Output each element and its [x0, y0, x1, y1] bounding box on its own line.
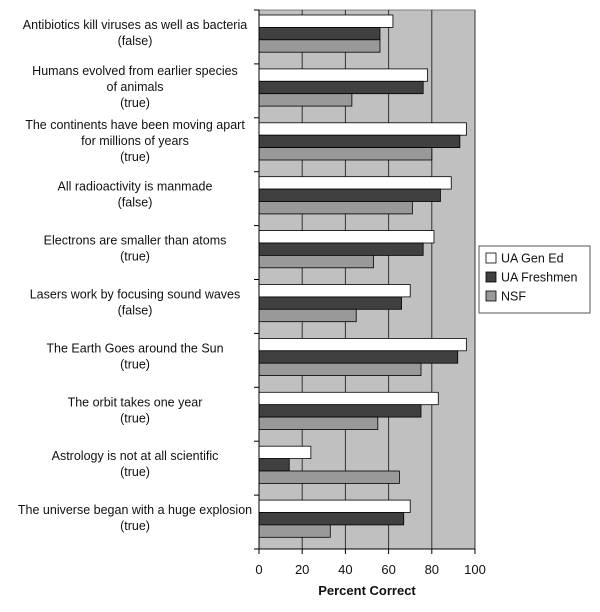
bar-5-2 [258, 308, 357, 323]
x-tick-label-4: 80 [425, 562, 439, 577]
bar-8-1 [258, 458, 290, 472]
bar-7-0 [258, 391, 439, 406]
category-label-0-1: (false) [118, 34, 153, 48]
category-label-1-1: of animals [107, 80, 164, 94]
category-label-1-2: (true) [120, 96, 150, 110]
bar-7-1 [258, 404, 422, 418]
legend-box [478, 245, 591, 314]
category-label-4-0: Electrons are smaller than atoms [44, 234, 227, 248]
bar-6-0 [258, 337, 467, 352]
bar-3-0 [258, 176, 452, 190]
bar-0-0 [258, 14, 394, 28]
x-tick-label-0: 0 [255, 562, 262, 577]
bar-4-0 [258, 230, 435, 244]
bar-8-0 [258, 445, 312, 460]
bar-5-0 [258, 284, 411, 298]
legend-label-1: UA Freshmen [501, 271, 577, 285]
bar-2-2 [258, 147, 433, 161]
category-label-2-0: The continents have been moving apart [25, 118, 245, 132]
category-label-5-0: Lasers work by focusing sound waves [30, 287, 241, 301]
bars [258, 14, 467, 538]
category-label-9-1: (true) [120, 519, 150, 533]
x-tick-label-3: 60 [381, 562, 395, 577]
x-axis-title: Percent Correct [318, 583, 416, 598]
legend-swatch-2 [485, 290, 497, 302]
bar-0-1 [258, 26, 381, 41]
category-label-6-0: The Earth Goes around the Sun [46, 341, 223, 355]
bar-1-1 [258, 80, 424, 95]
category-label-6-1: (true) [120, 357, 150, 371]
bar-0-2 [258, 39, 381, 53]
bar-5-1 [258, 296, 402, 310]
x-tick-label-2: 40 [338, 562, 352, 577]
bar-9-1 [258, 512, 405, 526]
legend: UA Gen Ed UA Freshmen NSF [478, 245, 591, 314]
bar-3-1 [258, 188, 441, 202]
axes [254, 9, 476, 554]
category-label-0-0: Antibiotics kill viruses as well as bact… [23, 18, 247, 32]
bar-2-0 [258, 122, 467, 136]
bar-6-2 [258, 362, 422, 377]
bar-4-1 [258, 242, 424, 256]
bar-6-1 [258, 350, 459, 364]
category-label-5-1: (false) [118, 303, 153, 317]
x-tick-label-5: 100 [464, 562, 486, 577]
legend-label-0: UA Gen Ed [501, 252, 564, 266]
bar-9-0 [258, 499, 411, 513]
bar-7-2 [258, 416, 379, 430]
bar-9-2 [258, 524, 331, 538]
legend-label-2: NSF [501, 290, 526, 304]
legend-swatch-0 [485, 252, 497, 264]
category-label-4-1: (true) [120, 250, 150, 264]
category-label-2-2: (true) [120, 150, 150, 164]
bar-8-2 [258, 470, 400, 484]
category-label-3-1: (false) [118, 196, 153, 210]
category-label-8-0: Astrology is not at all scientific [52, 449, 219, 463]
legend-swatch-1 [485, 271, 497, 283]
category-label-2-1: for millions of years [81, 134, 189, 148]
category-label-8-1: (true) [120, 465, 150, 479]
category-label-9-0: The universe began with a huge explosion [18, 503, 252, 517]
category-label-1-0: Humans evolved from earlier species [32, 64, 238, 78]
x-tick-labels: 0 20 40 60 80 100 [255, 562, 485, 577]
category-label-7-1: (true) [120, 411, 150, 425]
bar-1-0 [258, 68, 428, 82]
x-tick-label-1: 20 [295, 562, 309, 577]
bar-3-2 [258, 201, 413, 215]
category-label-7-0: The orbit takes one year [68, 395, 203, 409]
category-label-3-0: All radioactivity is manmade [58, 180, 213, 194]
bar-2-1 [258, 134, 461, 148]
bar-4-2 [258, 254, 374, 269]
bar-1-2 [258, 93, 353, 107]
category-labels: Antibiotics kill viruses as well as bact… [18, 18, 252, 533]
